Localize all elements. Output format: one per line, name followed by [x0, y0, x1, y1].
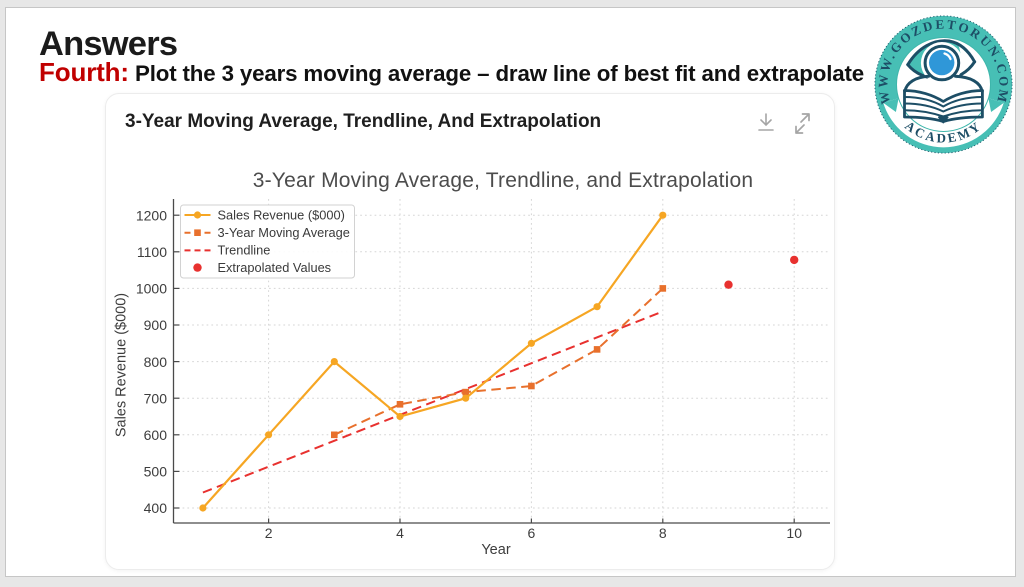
- svg-text:600: 600: [144, 427, 168, 443]
- svg-text:400: 400: [144, 500, 168, 516]
- svg-text:4: 4: [396, 525, 404, 541]
- svg-text:Extrapolated Values: Extrapolated Values: [218, 260, 332, 275]
- svg-text:1000: 1000: [136, 281, 167, 297]
- svg-text:8: 8: [659, 525, 667, 541]
- svg-text:Year: Year: [481, 542, 510, 558]
- svg-text:3-Year Moving Average, Trendli: 3-Year Moving Average, Trendline, and Ex…: [253, 169, 754, 192]
- svg-text:1100: 1100: [137, 244, 167, 260]
- svg-text:Sales Revenue ($000): Sales Revenue ($000): [218, 207, 345, 222]
- svg-text:3-Year Moving Average: 3-Year Moving Average: [218, 225, 350, 240]
- svg-text:6: 6: [528, 525, 536, 541]
- svg-text:700: 700: [144, 390, 168, 406]
- svg-text:Sales Revenue ($000): Sales Revenue ($000): [114, 293, 130, 437]
- svg-text:800: 800: [144, 354, 168, 370]
- svg-text:900: 900: [144, 317, 168, 333]
- svg-text:1200: 1200: [136, 207, 167, 223]
- svg-text:500: 500: [144, 464, 168, 480]
- svg-text:2: 2: [265, 525, 273, 541]
- svg-text:Trendline: Trendline: [218, 243, 271, 258]
- svg-text:10: 10: [786, 525, 802, 541]
